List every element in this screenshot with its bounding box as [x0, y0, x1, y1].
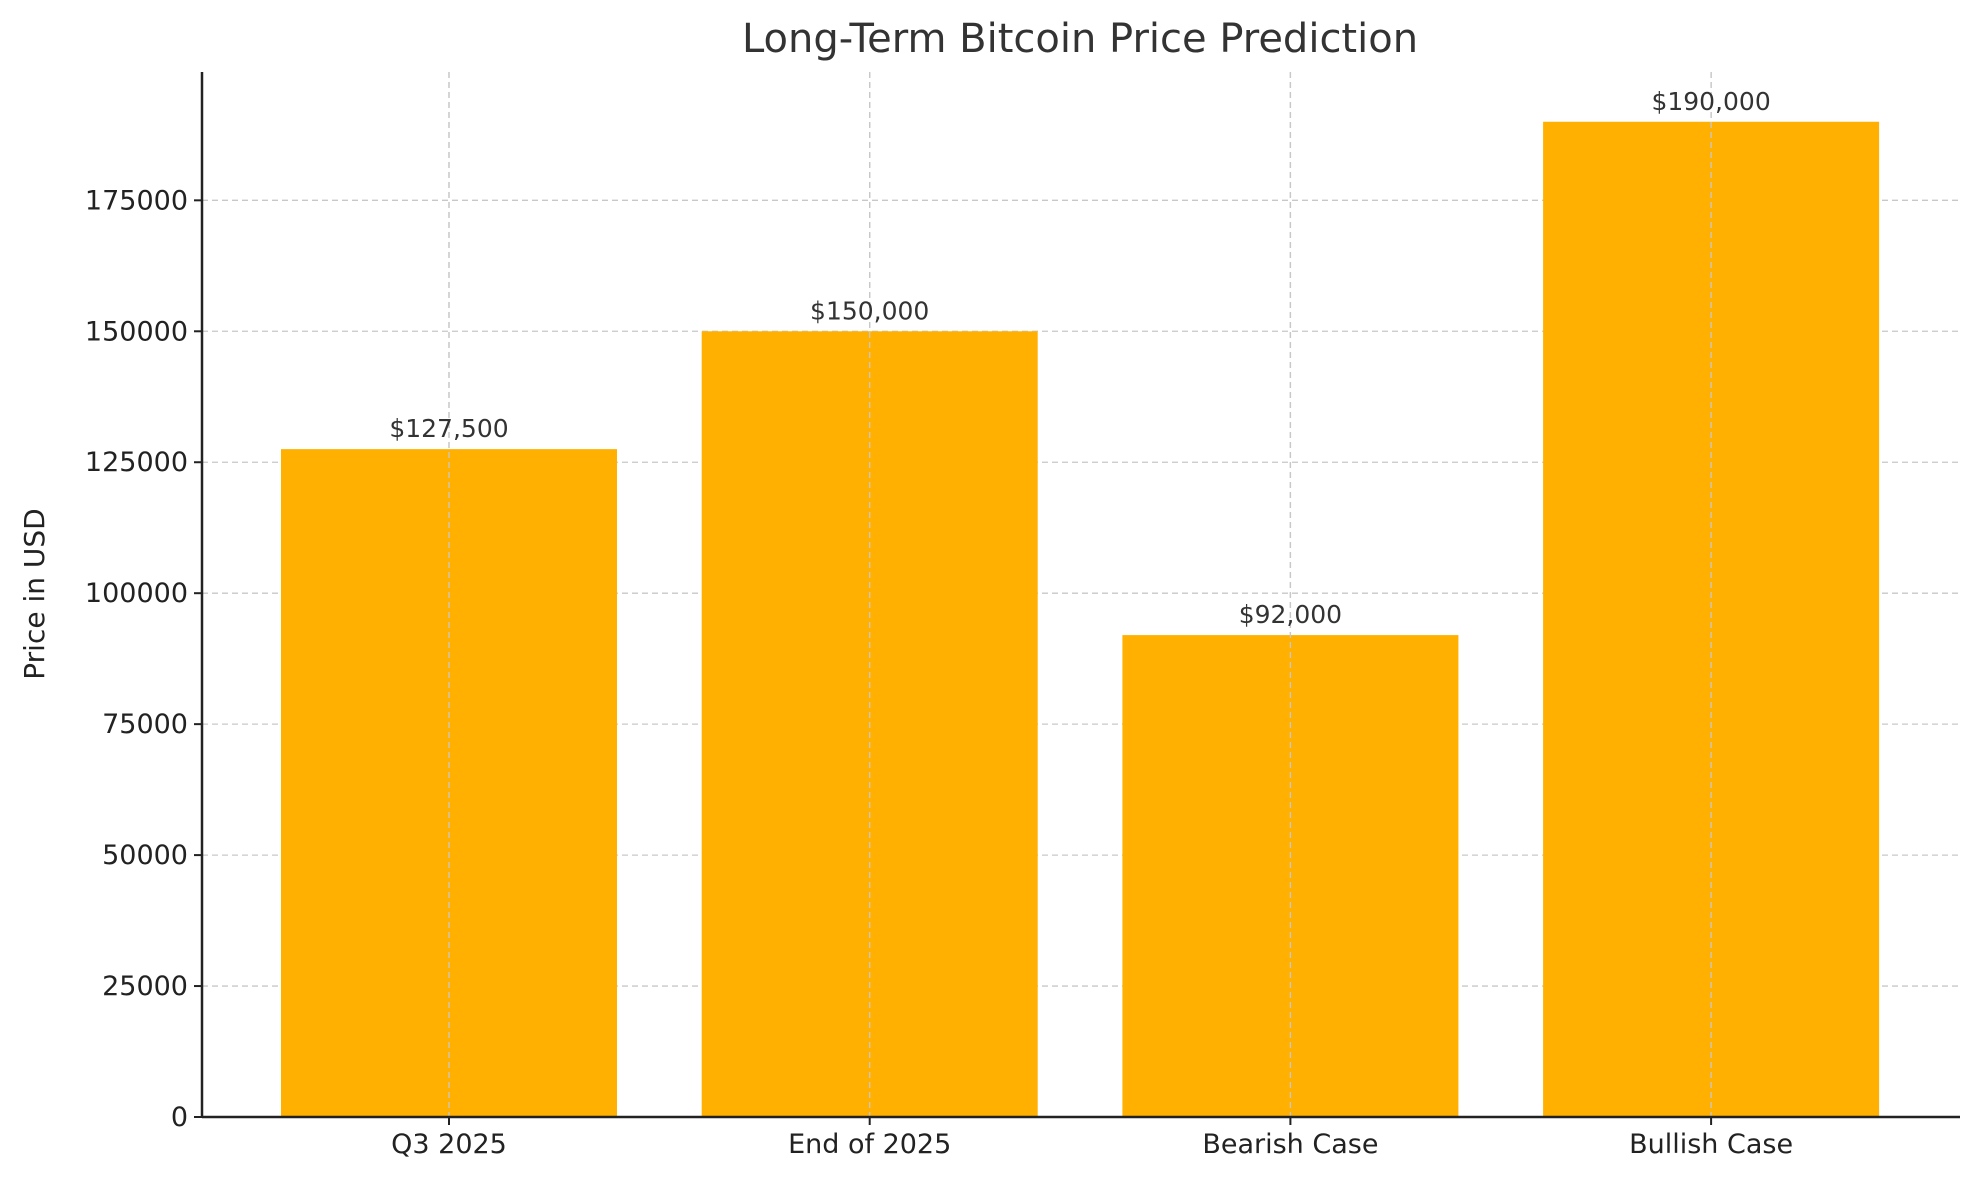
- y-axis-label: Price in USD: [18, 508, 51, 679]
- y-tick-label: 25000: [102, 971, 188, 1002]
- data-label: $127,500: [389, 414, 508, 443]
- y-tick-label: 125000: [85, 447, 188, 478]
- data-label: $150,000: [810, 296, 929, 325]
- chart-title: Long-Term Bitcoin Price Prediction: [742, 16, 1418, 62]
- x-tick-label: Bullish Case: [1629, 1129, 1793, 1160]
- y-tick-label: 175000: [85, 185, 188, 216]
- y-tick-label: 150000: [85, 316, 188, 347]
- x-tick-label: End of 2025: [788, 1129, 951, 1160]
- x-tick-label: Bearish Case: [1202, 1129, 1378, 1160]
- y-tick-label: 75000: [102, 709, 188, 740]
- y-tick-label: 100000: [85, 578, 188, 609]
- data-label: $92,000: [1239, 600, 1342, 629]
- data-label: $190,000: [1651, 87, 1770, 116]
- y-tick-label: 50000: [102, 840, 188, 871]
- x-tick-label: Q3 2025: [391, 1129, 507, 1160]
- y-tick-label: 0: [171, 1102, 188, 1133]
